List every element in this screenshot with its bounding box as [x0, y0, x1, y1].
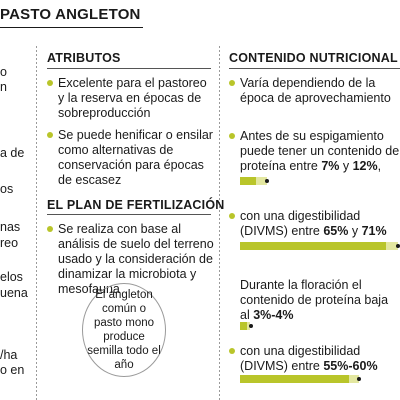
bar-end-dot-icon — [265, 179, 269, 183]
bullet-dot-icon — [229, 213, 235, 219]
protein-flowering-bar — [240, 322, 247, 330]
digest-before-bar — [240, 242, 386, 250]
attributes-heading-rule — [47, 68, 211, 69]
fertilization-item: Se realiza con base al análisis de suelo… — [47, 222, 215, 297]
bullet-dot-icon — [229, 80, 235, 86]
bullet-dot-icon — [229, 133, 235, 139]
nutrition-intro: Varía dependiendo de la época de aprovec… — [229, 76, 400, 106]
left-text-fragment: a de — [0, 146, 25, 160]
digest-flowering-range-bar — [349, 375, 359, 383]
bullet-dot-icon — [47, 132, 53, 138]
protein-before-text: Antes de su espigamiento puede tener un … — [229, 129, 400, 174]
nutrition-heading-rule — [229, 68, 400, 69]
left-text-fragment: n — [0, 80, 7, 94]
protein-before-high: 12% — [352, 159, 378, 173]
attribute-item: Se puede henificar o ensilar como altern… — [47, 128, 215, 188]
left-text-fragment: os — [0, 182, 14, 196]
digest-before-high: 71% — [361, 224, 387, 238]
bullet-dot-icon — [47, 226, 53, 232]
attribute-item: Excelente para el pastoreo y la reserva … — [47, 76, 215, 121]
protein-before-bar — [240, 177, 256, 185]
left-text-fragment: nas — [0, 220, 21, 234]
protein-before-range-bar — [256, 177, 267, 185]
protein-flowering-range-bar — [247, 322, 250, 330]
protein-flowering-text: Durante la floración el contenido de pro… — [240, 278, 389, 322]
bar-end-dot-icon — [357, 377, 361, 381]
fertilization-heading: EL PLAN DE FERTILIZACIÓN — [47, 198, 225, 212]
fertilization-heading-rule — [47, 214, 211, 215]
left-text-fragment: o en — [0, 363, 25, 377]
bullet-dot-icon — [229, 348, 235, 354]
left-text-fragment: uena — [0, 286, 28, 300]
column-divider-right — [219, 46, 220, 400]
bar-end-dot-icon — [249, 324, 253, 328]
digest-flowering-text: con una digestibilidad (DIVMS) entre 55%… — [229, 344, 400, 374]
digest-before-text: con una digestibilidad (DIVMS) entre 65%… — [229, 209, 400, 239]
left-text-fragment: o — [0, 65, 7, 79]
left-text-fragment: /ha — [0, 348, 18, 362]
protein-flowering-range: 3%-4% — [253, 308, 294, 322]
callout-bubble: El angleton común o pasto mono produce s… — [82, 283, 166, 377]
bullet-dot-icon — [47, 80, 53, 86]
nutrition-heading: CONTENIDO NUTRICIONAL — [229, 51, 398, 65]
bar-end-dot-icon — [396, 244, 400, 248]
digest-flowering-range: 55%-60% — [323, 359, 378, 373]
digest-before-low: 65% — [323, 224, 349, 238]
attributes-heading: ATRIBUTOS — [47, 51, 121, 65]
page-title: PASTO ANGLETON — [0, 6, 141, 23]
callout-text: El angleton común o pasto mono produce s… — [87, 289, 161, 371]
left-text-fragment: elos — [0, 270, 23, 284]
column-divider-left — [36, 46, 37, 400]
digest-before-range-bar — [386, 242, 398, 250]
protein-before-low: 7% — [321, 159, 340, 173]
page-title-band: PASTO ANGLETON — [0, 3, 143, 28]
left-text-fragment: reo — [0, 236, 19, 250]
digest-flowering-bar — [240, 375, 349, 383]
